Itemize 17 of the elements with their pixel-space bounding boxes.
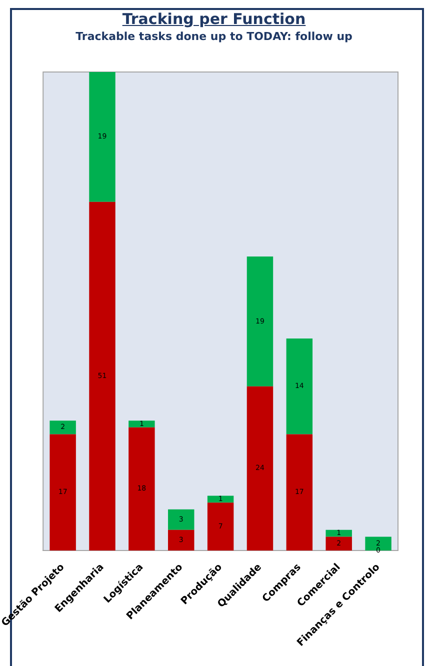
bar <box>246 386 274 550</box>
bar <box>286 434 313 550</box>
bar <box>128 420 155 428</box>
bar <box>50 420 76 434</box>
bar <box>326 530 352 537</box>
bar <box>89 72 116 202</box>
bar <box>246 256 274 386</box>
bar <box>286 338 313 434</box>
bar <box>326 536 352 550</box>
bar <box>128 427 155 550</box>
bar <box>89 202 116 550</box>
bar <box>50 434 76 550</box>
bar <box>207 502 234 550</box>
bar <box>168 530 194 550</box>
chart-title: Tracking per Function <box>121 10 307 28</box>
chart-subtitle: Trackable tasks done up to TODAY: follow up <box>74 30 354 43</box>
bar <box>168 509 194 530</box>
